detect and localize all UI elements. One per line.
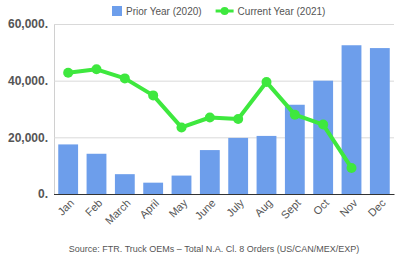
bar [228,138,248,194]
x-tick: June [192,197,217,222]
bar-series [58,45,390,194]
y-tick-label: 60,000. [8,17,48,31]
y-tick-label: 20,000. [8,131,48,145]
line-marker [205,113,215,123]
grid-line [54,194,394,195]
bar [87,154,107,194]
x-tick: May [166,196,190,220]
line-series [63,64,356,173]
line-marker [290,110,300,120]
legend-label: Current Year (2021) [238,6,326,17]
x-axis-line [55,194,395,195]
y-tick-label: 40,000. [8,74,48,88]
x-tick: July [224,196,247,219]
x-tick-label: Sept [278,197,302,221]
y-tick: 60,000. [8,17,394,31]
line-marker [177,122,187,132]
line-marker [347,163,357,173]
x-tick-label: Aug [252,197,274,219]
line-marker [63,68,73,78]
x-tick: March [103,197,133,227]
x-tick: Dec [366,196,389,219]
line-marker [233,114,243,124]
x-tick: Oct [311,197,332,218]
legend-marker [221,7,229,15]
bar [115,174,135,194]
x-tick-label: Jan [55,197,76,218]
legend-item: Current Year (2021) [216,6,326,17]
y-tick-label: 0. [38,187,48,201]
bar [342,45,362,194]
x-tick-label: June [192,197,217,222]
x-tick-label: Nov [337,196,360,219]
grid-line [54,24,394,25]
line-marker [262,77,272,87]
y-axis: 0. 20,000. 40,000. 60,000. [8,17,394,201]
legend-swatch [112,6,122,16]
x-tick-label: Dec [366,196,389,219]
x-tick: Aug [252,197,274,219]
line [68,69,351,168]
x-tick-label: April [137,197,161,221]
plot: 0. 20,000. 40,000. 60,000. Jan FebMarchAprilM… [8,17,395,226]
source-note: Source: FTR. Truck OEMs – Total N.A. Cl.… [69,244,359,254]
bar [172,176,192,194]
line-marker [92,64,102,74]
legend-item: Prior Year (2020) [112,6,202,17]
legend-label: Prior Year (2020) [126,6,202,17]
x-tick-label: July [224,196,247,219]
x-tick-label: March [103,197,133,227]
bar [58,144,78,194]
bar [257,136,277,194]
chart: 0. 20,000. 40,000. 60,000. Jan FebMarchAprilM… [0,0,400,266]
bar [200,150,220,194]
x-tick-label: May [166,196,190,220]
line-marker [318,120,328,130]
bar [143,183,163,194]
x-axis: Jan FebMarchAprilMayJune JulyAugSept OctNov… [55,195,395,227]
x-tick: Feb [83,197,105,219]
x-tick: Nov [337,196,360,219]
marks [58,45,390,194]
x-tick: April [137,197,161,221]
y-axis-line [55,25,395,195]
line-marker [148,90,158,100]
bar [370,48,390,194]
x-tick: Jan [55,197,76,218]
line-marker [120,73,130,83]
x-tick: Sept [278,197,302,221]
x-tick-label: Oct [311,197,332,218]
x-tick-label: Feb [83,197,105,219]
legend: Prior Year (2020) Current Year (2021) [112,6,325,17]
